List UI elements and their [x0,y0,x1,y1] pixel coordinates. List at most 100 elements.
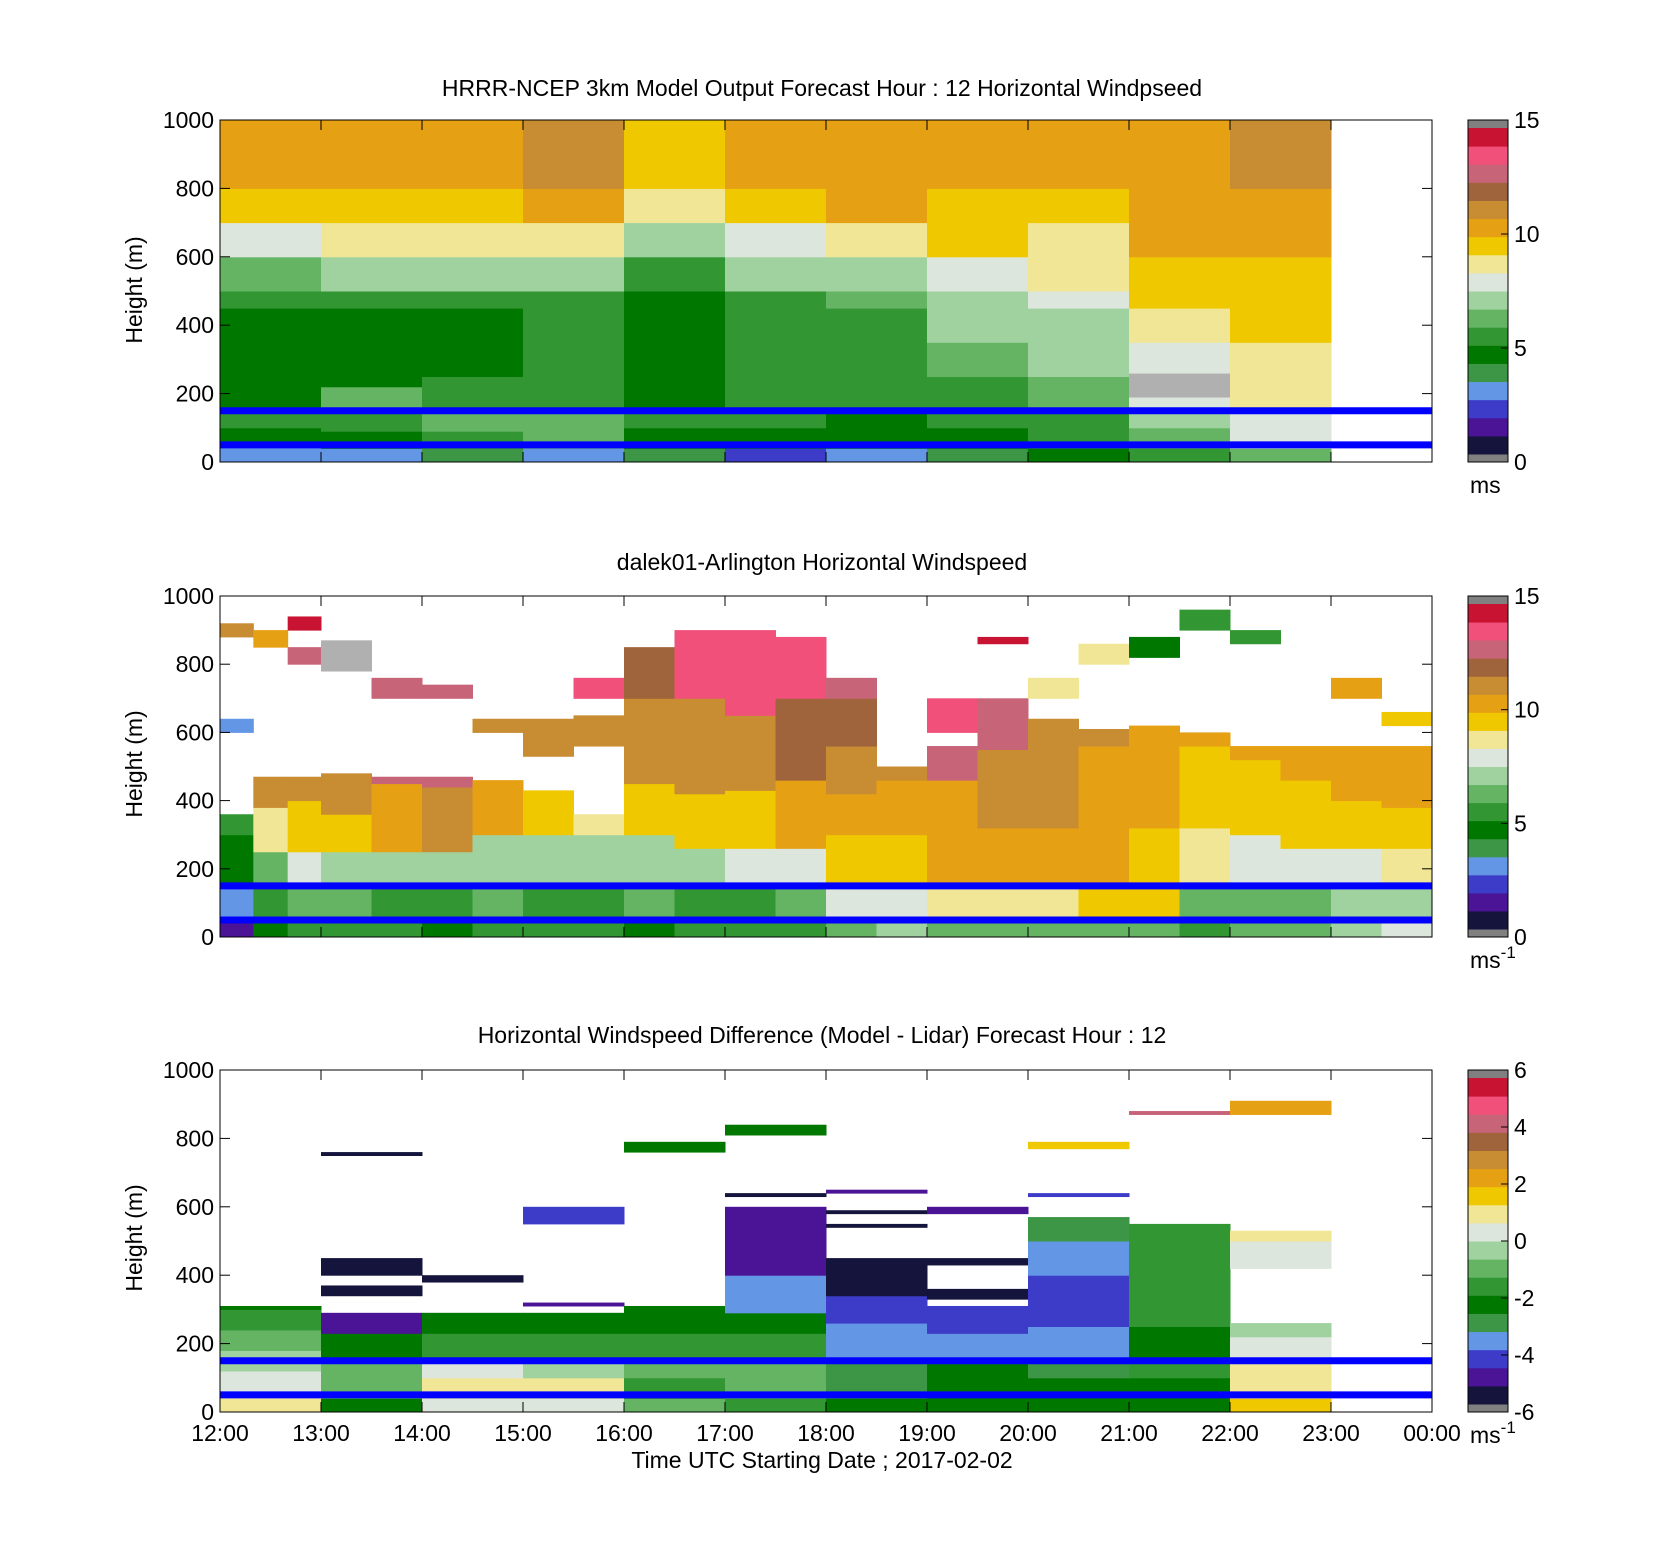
heatmap-cell [1179,732,1231,747]
colorbar-segment [1468,874,1508,894]
heatmap-cell [826,1189,928,1194]
heatmap-cell [1078,728,1130,747]
heatmap-cell [927,1333,1029,1358]
x-tick-label: 14:00 [393,1420,451,1446]
heatmap-cell [927,885,978,918]
panel-difference: Horizontal Windspeed Difference (Model -… [121,1022,1535,1473]
panel-lidar-title: dalek01-Arlington Horizontal Windspeed [617,549,1027,575]
panel-model: HRRR-NCEP 3km Model Output Forecast Hour… [121,75,1540,498]
heatmap-cell [826,1223,928,1228]
heatmap-cell [1280,780,1332,849]
heatmap-cell [321,222,423,258]
heatmap-cell [371,776,423,785]
colorbar-segment [1468,200,1508,220]
heatmap-cell [422,376,524,408]
heatmap-cell [876,766,928,781]
heatmap-cell [321,291,423,309]
heatmap-cell [826,120,928,189]
heatmap-cell [927,291,1029,309]
heatmap-cell [1028,188,1130,224]
heatmap-cell [674,630,726,699]
heatmap-cell [1331,848,1382,887]
heatmap-cell [725,188,827,224]
heatmap-cell [573,715,625,747]
heatmap-cell [775,848,827,887]
heatmap-cell [321,1398,423,1413]
heatmap-cell [1028,1326,1130,1358]
heatmap-cell [253,807,289,853]
heatmap-cell [725,1124,827,1136]
colorbar-cap-bottom [1468,454,1508,462]
heatmap-cell [1179,609,1231,631]
heatmap-cell [1230,746,1281,761]
heatmap-cell [1028,1241,1130,1276]
heatmap-cell [826,834,877,887]
heatmap-cell [1078,885,1130,918]
heatmap-cell [220,885,254,921]
heatmap-cell [624,308,726,343]
heatmap-cell [287,885,322,918]
heatmap-cell [725,1206,827,1276]
colorbar-segment [1468,1222,1508,1242]
x-tick-label: 19:00 [898,1420,956,1446]
heatmap-cell [523,1333,625,1358]
y-tick-label: 1000 [163,1057,214,1083]
heatmap-cell [321,342,423,388]
heatmap-cell [1028,1141,1130,1150]
heatmap-cell [253,851,289,887]
heatmap-cell [826,746,877,795]
colorbar-segment [1468,712,1508,731]
colorbar-tick-label: 15 [1514,107,1540,133]
colorbar-segment [1468,622,1508,641]
colorbar-segment [1468,1349,1508,1369]
colorbar-segment [1468,399,1508,419]
heatmap-cell [220,188,322,224]
heatmap-cell [725,448,827,463]
heatmap-cell [1129,1223,1231,1276]
heatmap-cell [725,1312,827,1334]
heatmap-cell [573,814,625,836]
heatmap-cell [220,1329,322,1351]
heatmap-cell [1179,827,1231,887]
heatmap-cell [624,1305,726,1334]
heatmap-cell [1230,120,1332,189]
heatmap-cell [321,1312,423,1334]
colorbar-tick-label: 10 [1514,221,1540,247]
heatmap-cell [927,780,978,829]
colorbar-segment [1468,1241,1508,1260]
heatmap-cell [1028,1193,1130,1198]
heatmap-cell [422,222,524,258]
heatmap-cell [977,698,1029,750]
heatmap-cell [1028,718,1079,761]
colorbar-segment [1468,820,1508,840]
colorbar-segment [1468,1277,1508,1296]
colorbar-tick-label: 6 [1514,1057,1527,1083]
heatmap-cell [472,885,524,918]
panel-model-plot: 0 200 400 600 800 1000 [163,107,1433,475]
colorbar-segment [1468,1295,1508,1314]
heatmap-cell [725,256,827,292]
colorbar-segment [1468,1132,1508,1151]
heatmap-cell [523,188,625,224]
heatmap-cell [927,698,978,733]
heatmap-cell [977,636,1029,645]
heatmap-cell [573,677,625,699]
panel-model-ylabel: Height (m) [121,236,147,343]
heatmap-cell [1028,120,1130,189]
heatmap-cell [1331,746,1382,802]
heatmap-cell [422,188,524,224]
panel-difference-ylabel: Height (m) [121,1184,147,1291]
heatmap-cell [1331,885,1382,918]
heatmap-cell [1028,677,1079,699]
x-tick-label: 18:00 [797,1420,855,1446]
colorbar-segment [1468,1078,1508,1097]
heatmap-cell [826,1258,928,1297]
heatmap-cell [422,448,524,463]
heatmap-cell [624,1398,726,1413]
heatmap-cell [287,800,322,853]
heatmap-cell [523,790,574,836]
y-tick-label: 600 [176,244,214,270]
colorbar-unit-label: ms-1 [1470,943,1516,973]
heatmap-cell [624,647,675,699]
heatmap-cell [826,793,877,836]
